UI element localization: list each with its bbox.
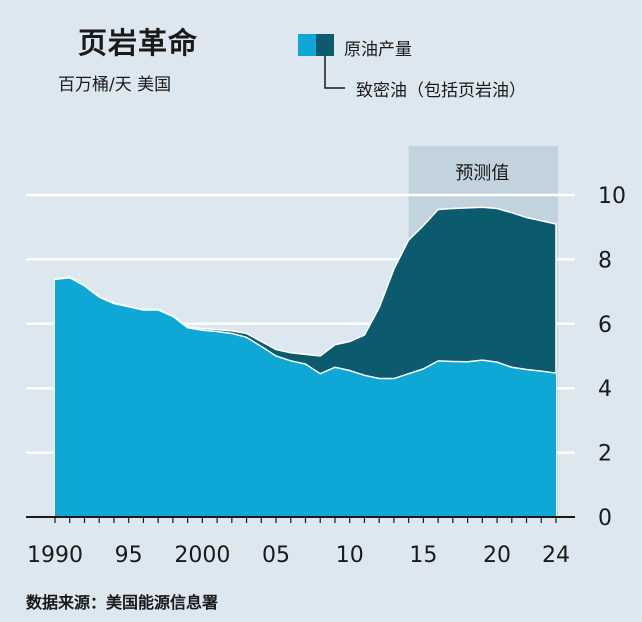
x-tick-label: 20 xyxy=(483,543,511,568)
x-tick-label: 1990 xyxy=(27,543,83,568)
chart-title: 页岩革命 xyxy=(78,26,199,60)
forecast-label: 预测值 xyxy=(455,163,509,184)
x-tick-label: 95 xyxy=(115,543,143,568)
y-tick-label: 6 xyxy=(598,313,612,338)
x-tick-label: 2000 xyxy=(174,543,230,568)
legend-swatch-crude-light xyxy=(298,34,316,56)
x-tick-label: 15 xyxy=(409,543,437,568)
legend-label-tight-oil: 致密油（包括页岩油） xyxy=(356,81,526,101)
area-non-tight-oil xyxy=(55,277,556,517)
x-tick-label: 24 xyxy=(542,543,570,568)
legend-label-crude: 原油产量 xyxy=(344,40,412,60)
y-tick-label: 2 xyxy=(598,442,612,467)
y-tick-label: 8 xyxy=(598,248,612,273)
boundary-line xyxy=(54,276,557,380)
y-tick-label: 4 xyxy=(598,377,612,402)
source-note: 数据来源：美国能源信息署 xyxy=(26,593,219,612)
legend-swatch-crude-dark xyxy=(316,34,334,56)
y-tick-label: 10 xyxy=(598,184,626,209)
x-tick-label: 05 xyxy=(262,543,290,568)
legend-connector-line xyxy=(324,56,345,89)
x-tick-label: 10 xyxy=(336,543,364,568)
chart-subtitle: 百万桶/天 美国 xyxy=(58,75,172,95)
y-tick-label: 0 xyxy=(598,506,612,531)
